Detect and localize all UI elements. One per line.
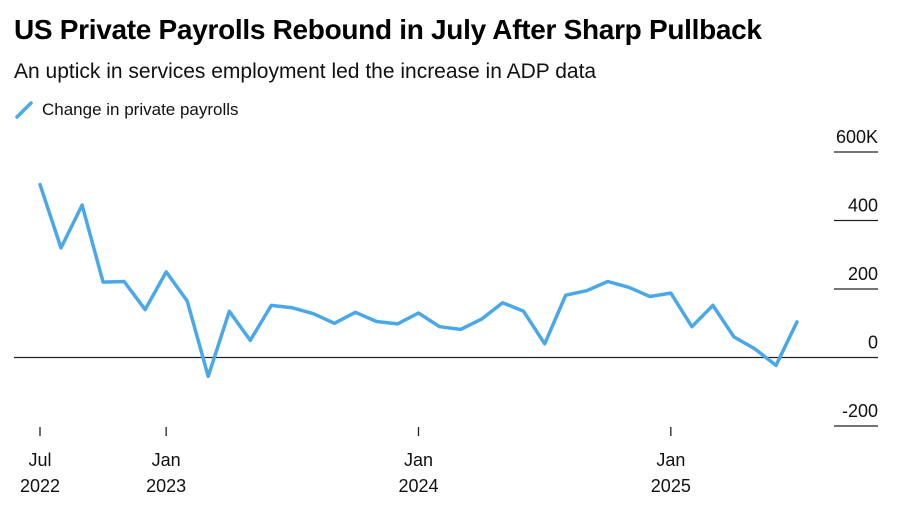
x-tick-label-month: Jan (656, 450, 685, 470)
x-tick-label-year: 2024 (398, 476, 438, 496)
x-tick-label-month: Jan (404, 450, 433, 470)
y-tick-label: 600K (836, 127, 878, 147)
x-tick-label-month: Jul (28, 450, 51, 470)
legend-label: Change in private payrolls (42, 100, 239, 119)
x-tick-label-year: 2022 (20, 476, 60, 496)
x-tick-label-year: 2023 (146, 476, 186, 496)
legend-swatch (15, 101, 33, 119)
chart-subtitle: An uptick in services employment led the… (14, 60, 597, 83)
y-tick-label: -200 (842, 401, 878, 421)
y-tick-label: 200 (848, 264, 878, 284)
y-tick-label: 0 (868, 333, 878, 353)
y-tick-label: 400 (848, 196, 878, 216)
x-tick-label-year: 2025 (651, 476, 691, 496)
series-line-change-in-private-payrolls (38, 182, 799, 379)
x-tick-label-month: Jan (152, 450, 181, 470)
legend: Change in private payrolls (14, 100, 239, 120)
chart-title: US Private Payrolls Rebound in July Afte… (14, 14, 762, 45)
